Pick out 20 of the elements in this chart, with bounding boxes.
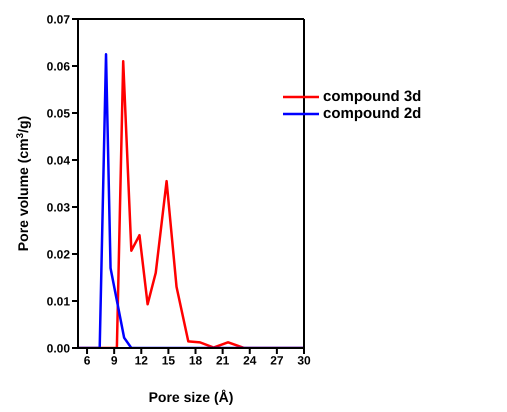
y-tick-label: 0.01 bbox=[46, 294, 70, 308]
y-tick-label: 0.03 bbox=[46, 200, 70, 214]
legend-label: compound 3d bbox=[323, 88, 422, 105]
x-axis-title: Pore size (Å) bbox=[148, 389, 234, 405]
x-tick-label: 30 bbox=[297, 354, 311, 368]
y-tick-label: 0.06 bbox=[46, 59, 70, 74]
x-tick-label: 24 bbox=[243, 354, 257, 368]
x-tick-label: 15 bbox=[162, 354, 176, 368]
x-tick-label: 21 bbox=[216, 354, 230, 368]
legend-label: compound 2d bbox=[323, 105, 422, 122]
x-tick-label: 27 bbox=[270, 354, 284, 368]
x-tick-label: 18 bbox=[188, 354, 203, 368]
y-tick-label: 0.07 bbox=[46, 12, 70, 26]
x-tick-label: 6 bbox=[84, 354, 91, 368]
y-tick-label: 0.04 bbox=[46, 153, 70, 168]
y-tick-label: 0.02 bbox=[46, 247, 70, 262]
x-tick-label: 12 bbox=[134, 354, 148, 368]
y-tick-label: 0.00 bbox=[46, 341, 70, 356]
x-tick-label: 9 bbox=[110, 354, 118, 368]
y-tick-label: 0.05 bbox=[46, 106, 70, 120]
